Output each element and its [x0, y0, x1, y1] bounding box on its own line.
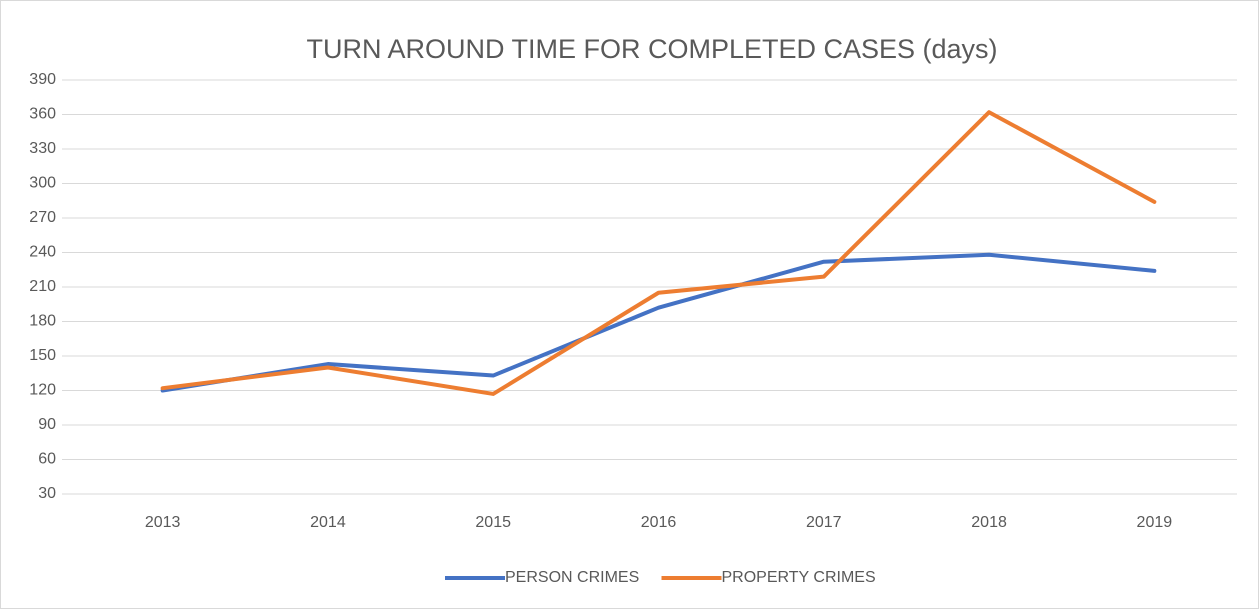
x-tick-label: 2019 — [1137, 514, 1173, 531]
y-tick-label: 390 — [29, 71, 56, 88]
x-tick-label: 2013 — [145, 514, 181, 531]
x-tick-label: 2014 — [310, 514, 346, 531]
data-line — [160, 110, 1157, 396]
y-tick-label: 180 — [29, 313, 56, 330]
y-tick-label: 270 — [29, 209, 56, 226]
y-tick-label: 150 — [29, 347, 56, 364]
y-tick-label: 90 — [38, 416, 56, 433]
x-tick-label: 2017 — [806, 514, 842, 531]
y-tick-label: 30 — [38, 485, 56, 502]
legend-label: PERSON CRIMES — [505, 569, 639, 586]
x-tick-label: 2018 — [971, 514, 1007, 531]
y-tick-label: 60 — [38, 451, 56, 468]
chart-title: TURN AROUND TIME FOR COMPLETED CASES (da… — [306, 34, 997, 64]
legend-label: PROPERTY CRIMES — [722, 569, 876, 586]
data-line — [160, 252, 1157, 393]
x-tick-label: 2015 — [475, 514, 511, 531]
y-tick-label: 120 — [29, 382, 56, 399]
y-tick-label: 210 — [29, 278, 56, 295]
y-tick-label: 330 — [29, 140, 56, 157]
y-tick-label: 300 — [29, 175, 56, 192]
y-tick-label: 360 — [29, 106, 56, 123]
y-tick-label: 240 — [29, 244, 56, 261]
x-tick-label: 2016 — [641, 514, 677, 531]
